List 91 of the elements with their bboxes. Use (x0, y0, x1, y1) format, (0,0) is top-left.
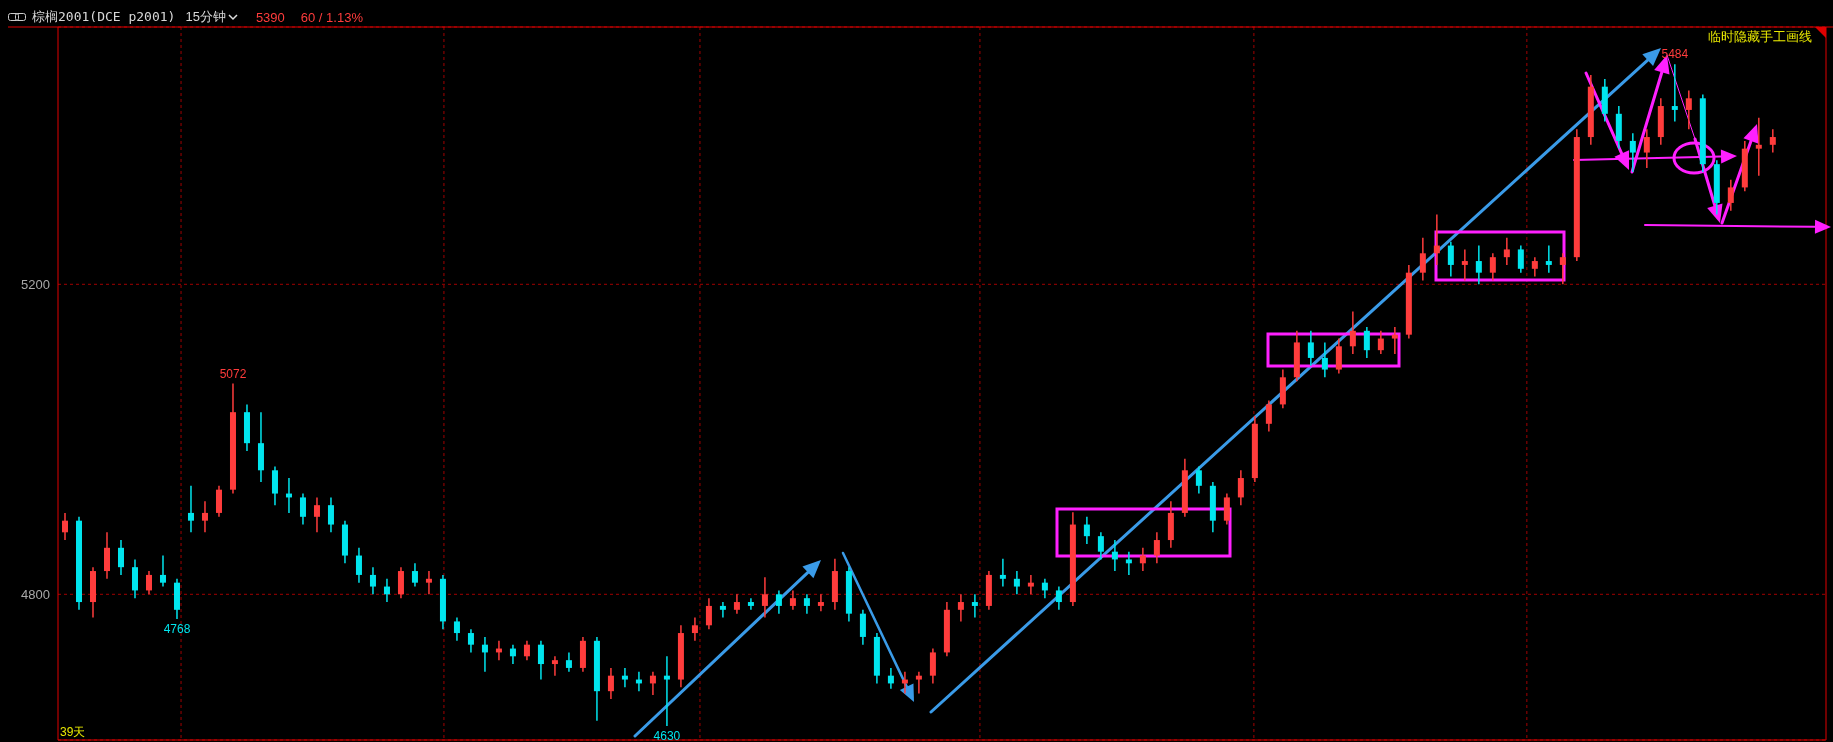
candlestick (1223, 492, 1230, 526)
candlestick (929, 647, 936, 685)
text: 60 / 1.13% (300, 9, 363, 25)
candlestick (761, 576, 768, 619)
candlestick (1685, 89, 1692, 131)
candlestick (1545, 244, 1552, 274)
candlestick (957, 593, 964, 623)
candlestick (453, 616, 460, 642)
candlestick (523, 640, 530, 661)
y-tick-label: 4800 (21, 586, 50, 602)
candlestick (425, 570, 432, 596)
annotation: 4630 (653, 729, 681, 742)
candlestick (145, 570, 152, 596)
candlestick (607, 667, 614, 700)
candlestick (747, 597, 754, 611)
candlestick (1475, 244, 1482, 286)
candlestick (313, 496, 320, 534)
candlestick (467, 628, 474, 654)
candlestick (1307, 330, 1314, 367)
candlestick (1265, 399, 1272, 433)
candlestick (803, 593, 810, 615)
candlestick (621, 667, 628, 689)
candlestick (1447, 240, 1454, 278)
candlestick (691, 616, 698, 642)
candlestick (187, 485, 194, 534)
text: 5390 (255, 9, 285, 25)
candlestick (1489, 252, 1496, 282)
candlestick (1727, 178, 1734, 212)
annotation: 39天 (60, 724, 86, 741)
candlestick (775, 589, 782, 615)
candlestick (201, 500, 208, 534)
candlestick (1629, 132, 1636, 173)
candlestick (719, 601, 726, 619)
candlestick (733, 593, 740, 615)
candlestick (215, 485, 222, 518)
candlestick (1013, 570, 1020, 596)
candlestick (1517, 244, 1524, 274)
candlestick (1125, 550, 1132, 576)
candlestick (1461, 248, 1468, 282)
candlestick (859, 609, 866, 646)
candlestick (62, 512, 68, 541)
annotation: 4768 (163, 622, 191, 637)
candlestick (397, 566, 404, 599)
candlestick (537, 640, 544, 681)
candlestick (299, 492, 306, 526)
candlestick (104, 531, 110, 580)
candlestick (551, 655, 558, 677)
candlestick (1027, 574, 1034, 596)
annotation: 临时隐藏手工画线 (1708, 28, 1812, 46)
candlestick (1419, 237, 1426, 282)
candlestick (1531, 256, 1538, 278)
candlestick (789, 589, 796, 611)
candlestick (1083, 516, 1090, 545)
candlestick (1559, 252, 1566, 286)
candlestick (117, 539, 124, 576)
candlestick (355, 547, 362, 584)
annotation: 5072 (219, 366, 247, 381)
candlestick (1363, 326, 1370, 359)
candlestick (1503, 237, 1510, 266)
candlestick (1195, 465, 1202, 495)
candlestick (1335, 337, 1342, 375)
candlestick (131, 558, 138, 599)
annotation: 5484 (1661, 47, 1689, 62)
candlestick (1671, 63, 1678, 123)
candlestick (565, 651, 572, 673)
candlestick (411, 562, 418, 588)
y-tick-label: 5200 (21, 276, 50, 292)
candlestick (1055, 585, 1062, 611)
candlestick (1377, 330, 1384, 355)
candlestick (705, 597, 712, 630)
candlestick (1391, 326, 1398, 355)
candlestick (159, 554, 166, 588)
candlestick (817, 593, 824, 613)
candlestick (369, 566, 376, 596)
candlestick (1111, 539, 1118, 572)
candlestick (999, 557, 1006, 588)
candlestick (1349, 310, 1356, 355)
candlestick (1153, 531, 1160, 565)
candlestick (1097, 531, 1104, 561)
candlestick (1237, 469, 1244, 506)
candlestick (1769, 128, 1776, 154)
candlestick (271, 465, 278, 506)
chart-title: 棕榈2001(DCE p2001) (32, 8, 176, 26)
chart-subtitle: 15分钟 (185, 8, 226, 26)
candlestick (1755, 116, 1762, 177)
candlestick (971, 593, 978, 619)
candlestick (915, 671, 922, 695)
candlestick (1321, 341, 1328, 379)
candlestick (663, 655, 670, 727)
candlestick (1643, 128, 1650, 169)
candlestick (327, 496, 334, 534)
